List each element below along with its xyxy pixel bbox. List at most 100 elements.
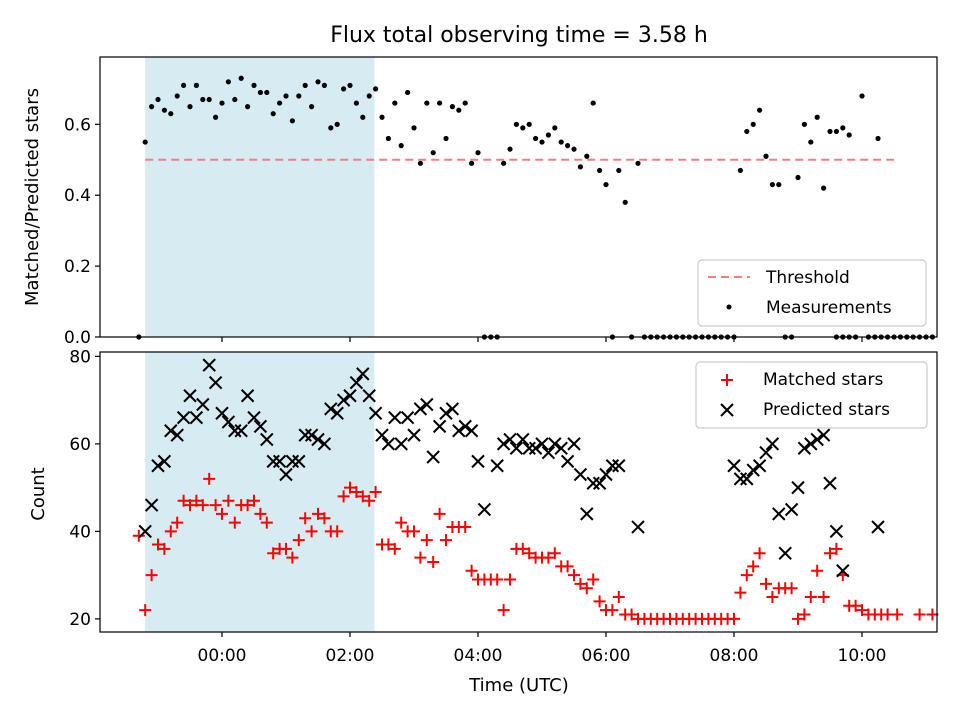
matched-star-point xyxy=(382,538,395,551)
matched-star-point xyxy=(740,569,753,582)
measurement-point xyxy=(737,167,744,174)
predicted-star-point xyxy=(778,546,792,560)
measurement-point xyxy=(827,128,833,135)
predicted-star-point xyxy=(740,472,754,486)
bottom-y-tick-label: 60 xyxy=(69,435,91,455)
measurement-point xyxy=(405,89,411,96)
legend-predicted-label: Predicted stars xyxy=(763,400,890,420)
bottom-y-tick-label: 80 xyxy=(69,347,91,367)
measurement-point xyxy=(289,118,295,124)
measurement-point xyxy=(833,128,840,135)
matched-star-point xyxy=(548,547,561,560)
predicted-star-point xyxy=(311,432,325,447)
matched-star-point xyxy=(504,573,516,586)
predicted-star-point xyxy=(509,441,524,455)
measurement-point xyxy=(161,107,167,113)
matched-star-point xyxy=(369,486,382,498)
predicted-star-point xyxy=(183,389,197,403)
matched-star-point xyxy=(427,556,440,568)
predicted-star-point xyxy=(548,437,562,451)
matched-star-point xyxy=(830,542,843,555)
matched-star-point xyxy=(593,595,606,608)
top-x-ticks xyxy=(221,337,863,342)
matched-star-point xyxy=(913,608,926,621)
matched-star-point xyxy=(804,591,817,603)
matched-star-point xyxy=(171,516,184,529)
predicted-points xyxy=(138,358,885,578)
predicted-star-point xyxy=(522,441,536,455)
matched-star-point xyxy=(388,542,401,555)
matched-star-point xyxy=(356,490,369,503)
predicted-star-point xyxy=(772,507,786,521)
matched-star-point xyxy=(753,547,766,560)
matched-star-point xyxy=(856,604,868,617)
measurement-point xyxy=(520,125,526,131)
matched-star-point xyxy=(363,494,376,507)
chart-title: Flux total observing time = 3.58 h xyxy=(330,23,708,48)
matched-star-point xyxy=(254,507,267,520)
predicted-star-point xyxy=(228,424,242,438)
measurement-point xyxy=(757,107,763,113)
matched-star-point xyxy=(516,542,529,555)
predicted-star-point xyxy=(567,437,581,451)
measurement-point xyxy=(366,93,372,99)
measurement-point xyxy=(469,160,475,166)
measurement-point xyxy=(181,82,187,88)
bottom-shade xyxy=(145,352,375,632)
matched-star-point xyxy=(574,577,587,590)
matched-star-point xyxy=(260,516,273,529)
bottom-x-tick-label: 04:00 xyxy=(454,646,503,666)
measurement-point xyxy=(328,125,334,131)
predicted-star-point xyxy=(394,437,408,451)
bottom-y-label: Count xyxy=(28,467,49,520)
predicted-star-point xyxy=(823,476,837,490)
predicted-star-point xyxy=(554,441,568,455)
top-legend-box xyxy=(697,259,927,327)
measurement-point xyxy=(424,100,430,106)
measurement-point xyxy=(552,125,558,131)
predicted-star-point xyxy=(407,428,421,442)
matched-star-point xyxy=(824,547,836,560)
measurement-point xyxy=(846,132,852,138)
measurement-point xyxy=(456,107,462,113)
matched-star-point xyxy=(177,494,190,507)
matched-star-point xyxy=(190,494,203,507)
measurement-point xyxy=(590,100,596,106)
predicted-star-point xyxy=(503,432,517,447)
measurement-point xyxy=(763,153,769,159)
measurement-point xyxy=(558,139,564,145)
measurement-point xyxy=(200,96,206,103)
top-y-tick-label: 0.4 xyxy=(64,186,91,206)
matched-star-point xyxy=(798,608,811,621)
matched-points xyxy=(132,472,939,625)
matched-star-point xyxy=(606,604,619,617)
predicted-star-point xyxy=(586,476,600,490)
predicted-star-point xyxy=(272,454,287,469)
predicted-star-point xyxy=(413,402,428,416)
measurement-point xyxy=(635,160,641,166)
predicted-star-point xyxy=(356,367,370,381)
measurement-point xyxy=(142,139,148,145)
predicted-star-point xyxy=(804,437,818,451)
measurement-point xyxy=(373,86,379,92)
predicted-star-point xyxy=(138,524,152,539)
predicted-star-point xyxy=(573,467,588,482)
matched-star-point xyxy=(318,512,331,525)
matched-star-point xyxy=(241,499,254,512)
matched-star-point xyxy=(395,516,408,529)
measurement-point xyxy=(808,139,814,145)
measurement-point xyxy=(277,100,283,106)
measurement-point xyxy=(430,150,436,156)
measurement-point xyxy=(769,181,776,188)
predicted-star-point xyxy=(215,406,229,420)
measurement-point xyxy=(462,100,468,106)
measurement-point xyxy=(251,82,257,88)
predicted-star-point xyxy=(189,410,204,425)
measurement-point xyxy=(219,100,225,106)
matched-star-point xyxy=(139,604,152,617)
matched-star-point xyxy=(849,599,862,612)
measurement-point xyxy=(206,96,212,103)
matched-star-point xyxy=(760,577,772,590)
